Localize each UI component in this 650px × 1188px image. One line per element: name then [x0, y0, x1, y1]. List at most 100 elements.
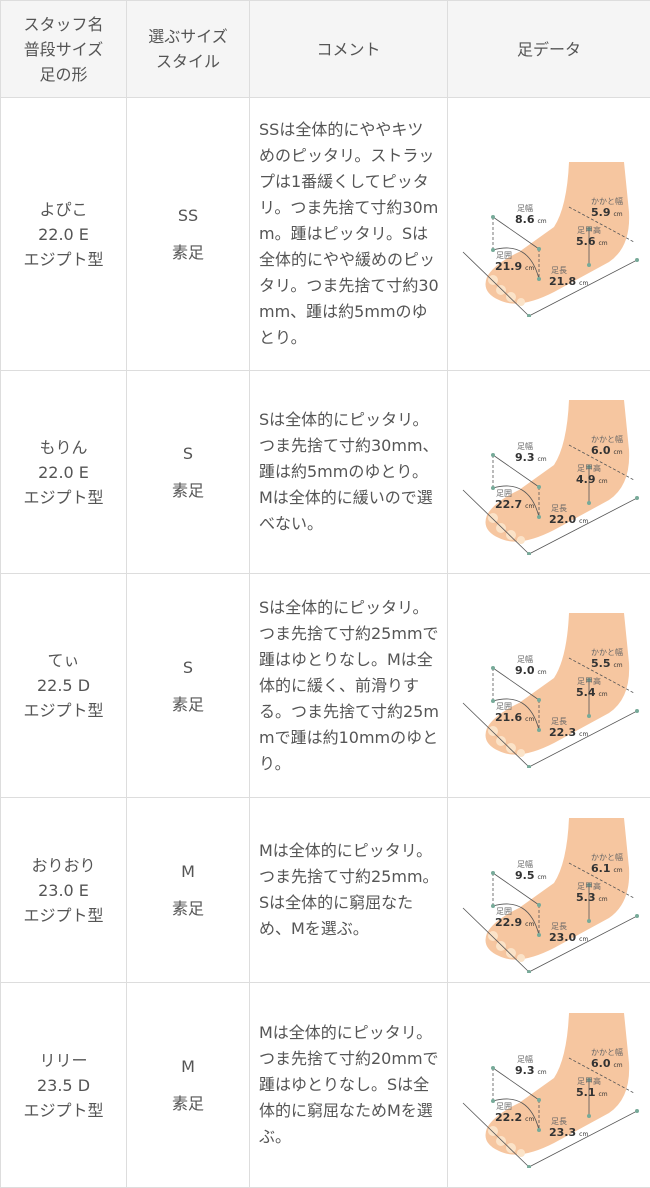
length-label: 足長	[551, 504, 567, 513]
heel-width-label: かかと幅	[591, 435, 623, 444]
comment-cell: SSは全体的にややキツめのピッタリ。ストラップは1番緩くしてピッタリ。つま先捨て…	[250, 98, 448, 371]
style: 素足	[127, 478, 249, 503]
instep-label: 足甲高	[577, 464, 601, 473]
staff-name: もりん	[1, 435, 126, 460]
size-cell: S 素足	[127, 574, 250, 798]
usual-size: 22.5 D	[1, 673, 126, 698]
foot-icon	[459, 152, 639, 317]
usual-size: 22.0 E	[1, 460, 126, 485]
staff-name: てぃ	[1, 648, 126, 673]
comment-cell: Sは全体的にピッタリ。つま先捨て寸約25mmで踵はゆとりなし。Mは全体的に緩く、…	[250, 574, 448, 798]
heel-width-label: かかと幅	[591, 648, 623, 657]
instep-label: 足甲高	[577, 1077, 601, 1086]
foot-width-label: 足幅	[517, 1055, 533, 1064]
table-header-row: スタッフ名普段サイズ足の形 選ぶサイズスタイル コメント 足データ	[1, 1, 650, 98]
foot-width-label: 足幅	[517, 860, 533, 869]
instep-label: 足甲高	[577, 677, 601, 686]
chosen-size: M	[127, 1054, 249, 1079]
comment-cell: Sは全体的にピッタリ。つま先捨て寸約30mm、踵は約5mmのゆとり。Mは全体的に…	[250, 371, 448, 574]
chosen-size: SS	[127, 203, 249, 228]
length-label: 足長	[551, 922, 567, 931]
comment-cell: Mは全体的にピッタリ。つま先捨て寸約25mm。Sは全体的に窮屈なため、Mを選ぶ。	[250, 798, 448, 983]
girth-label: 足囲	[496, 702, 512, 711]
instep-label: 足甲高	[577, 882, 601, 891]
foot-shape: エジプト型	[1, 247, 126, 272]
style: 素足	[127, 896, 249, 921]
foot-width-label: 足幅	[517, 204, 533, 213]
girth-label: 足囲	[496, 1102, 512, 1111]
heel-width-label: かかと幅	[591, 853, 623, 862]
chosen-size: S	[127, 441, 249, 466]
style: 素足	[127, 692, 249, 717]
girth-label: 足囲	[496, 251, 512, 260]
foot-shape: エジプト型	[1, 698, 126, 723]
foot-icon	[459, 1003, 639, 1168]
size-cell: M 素足	[127, 983, 250, 1188]
style: 素足	[127, 240, 249, 265]
size-cell: S 素足	[127, 371, 250, 574]
header-size: 選ぶサイズスタイル	[127, 1, 250, 98]
length-label: 足長	[551, 266, 567, 275]
usual-size: 23.5 D	[1, 1073, 126, 1098]
length-label: 足長	[551, 717, 567, 726]
style: 素足	[127, 1091, 249, 1116]
comment-cell: Mは全体的にピッタリ。つま先捨て寸約20mmで踵はゆとりなし。Sは全体的に窮屈な…	[250, 983, 448, 1188]
chosen-size: S	[127, 655, 249, 680]
foot-shape: エジプト型	[1, 485, 126, 510]
staff-name: よぴこ	[1, 197, 126, 222]
foot-icon	[459, 808, 639, 973]
heel-width-label: かかと幅	[591, 197, 623, 206]
staff-name: おりおり	[1, 853, 126, 878]
foot-icon	[459, 390, 639, 555]
usual-size: 22.0 E	[1, 222, 126, 247]
foot-shape: エジプト型	[1, 1098, 126, 1123]
header-foot-data: 足データ	[448, 1, 650, 98]
header-comment: コメント	[250, 1, 448, 98]
foot-width-label: 足幅	[517, 655, 533, 664]
instep-label: 足甲高	[577, 226, 601, 235]
header-staff: スタッフ名普段サイズ足の形	[1, 1, 127, 98]
foot-width-label: 足幅	[517, 442, 533, 451]
